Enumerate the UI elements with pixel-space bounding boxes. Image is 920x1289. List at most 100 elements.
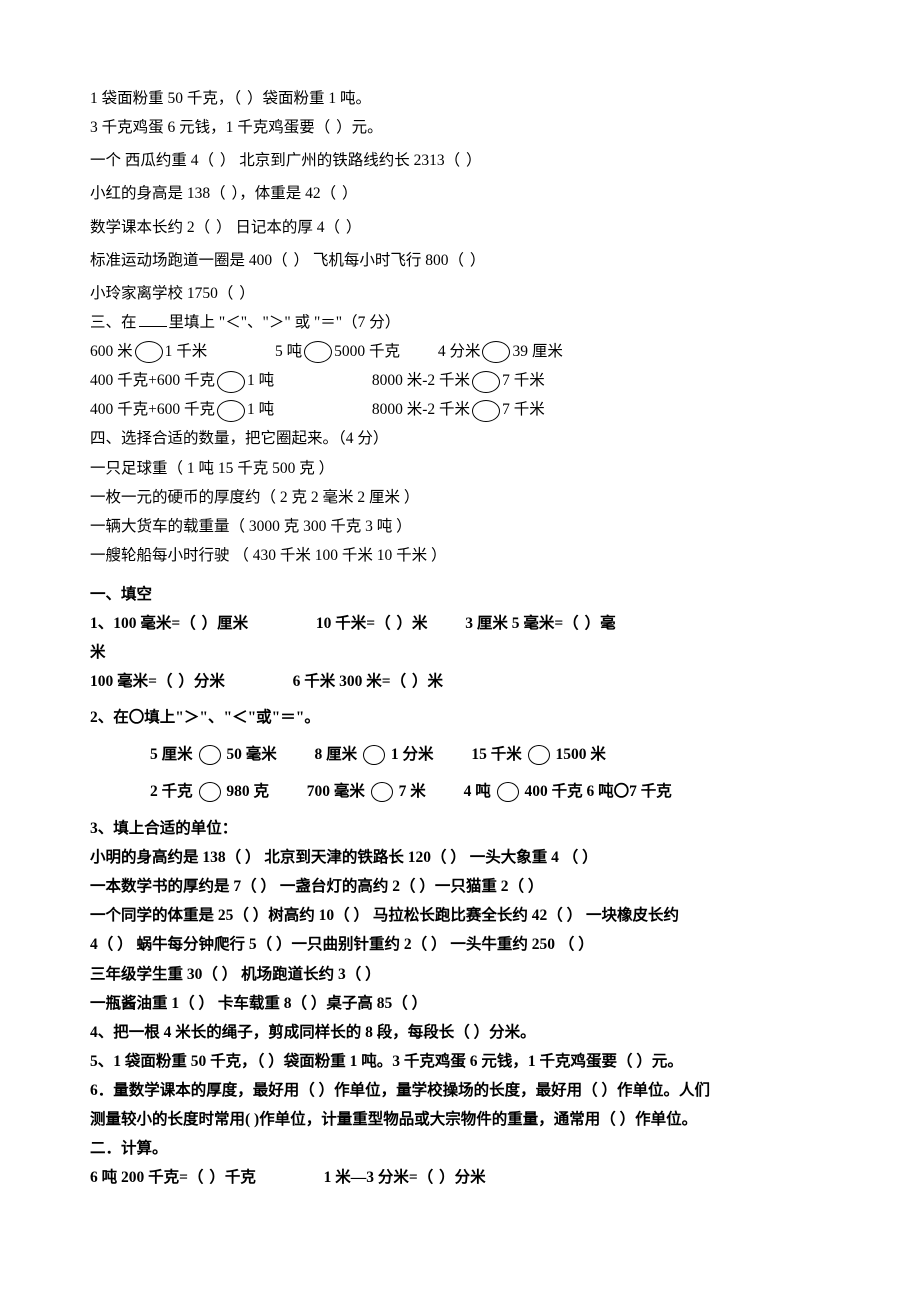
text: 8000 米-2 千米 — [372, 401, 470, 418]
circle-blank — [482, 341, 510, 363]
text: 3 厘米 5 毫米=（ — [465, 615, 578, 632]
text: 一艘轮船每小时行驶 （ 430 千米 100 千米 10 千米 ） — [90, 547, 447, 564]
text: 5000 千克 — [334, 343, 400, 360]
question-label: 2、在〇填上"＞"、"＜"或"＝"。 — [90, 704, 830, 731]
text: 小明的身高约是 138（ ） 北京到天津的铁路长 120（ ） 一头大象重 4 … — [90, 849, 598, 866]
text: 标准运动场跑道一圈是 400（ — [90, 252, 288, 269]
fill-row: 小明的身高约是 138（ ） 北京到天津的铁路长 120（ ） 一头大象重 4 … — [90, 844, 830, 871]
fill-row: 1、100 毫米=（ ）厘米 10 千米=（ ）米 3 厘米 5 毫米=（ ）毫 — [90, 610, 830, 637]
worksheet-line: 标准运动场跑道一圈是 400（ ） 飞机每小时飞行 800（ ） — [90, 247, 830, 274]
calc-row: 6 吨 200 千克=（ ）千克 1 米—3 分米=（ ）分米 — [90, 1164, 830, 1191]
text: 1 吨 — [247, 401, 274, 418]
text: 400 千克 6 吨〇7 千克 — [524, 783, 671, 800]
comparison-row: 400 千克+600 千克1 吨 8000 米-2 千米7 千米 — [90, 367, 830, 394]
text: 980 克 — [226, 783, 269, 800]
circle-blank — [217, 371, 245, 393]
choice-row: 一只足球重（ 1 吨 15 千克 500 克 ） — [90, 455, 830, 482]
text: 一只足球重（ 1 吨 15 千克 500 克 ） — [90, 460, 334, 477]
underline-blank — [139, 313, 167, 327]
text: ）元。 — [336, 119, 383, 136]
text: 1 袋面粉重 50 千克，（ — [90, 90, 241, 107]
text: 米 — [90, 644, 106, 661]
fill-row: 4、把一根 4 米长的绳子，剪成同样长的 8 段，每段长（ ）分米。 — [90, 1019, 830, 1046]
text: 3、填上合适的单位： — [90, 820, 237, 837]
text: 三年级学生重 30（ ） 机场跑道长约 3（ ） — [90, 966, 381, 983]
worksheet-line: 一个 西瓜约重 4（ ） 北京到广州的铁路线约长 2313（ ） — [90, 147, 830, 174]
text: ） 日记本的厚 4（ — [216, 219, 340, 236]
circle-blank — [472, 371, 500, 393]
text: 15 千米 — [471, 746, 521, 763]
text: 700 毫米 — [307, 783, 365, 800]
circle-blank — [472, 400, 500, 422]
text: 里填上 "＜"、"＞" 或 "＝"（7 分） — [169, 314, 401, 331]
text: 1、100 毫米=（ — [90, 615, 196, 632]
fill-row: 一本数学书的厚约是 7（ ） 一盏台灯的高约 2（ ）一只猫重 2（ ） — [90, 873, 830, 900]
text: 6．量数学课本的厚度，最好用（ ）作单位，量学校操场的长度，最好用（ ）作单位。… — [90, 1082, 710, 1099]
text: 8000 米-2 千米 — [372, 372, 470, 389]
circle-blank — [304, 341, 332, 363]
fill-row: 4（ ） 蜗牛每分钟爬行 5（ ）一只曲别针重约 2（ ） 一头牛重约 250 … — [90, 931, 830, 958]
text: 5 吨 — [275, 343, 302, 360]
text: 6 千米 300 米=（ — [293, 673, 406, 690]
text: 1500 米 — [555, 746, 605, 763]
circle-blank — [363, 745, 385, 765]
text: ）千克 — [209, 1169, 256, 1186]
text: 1 分米 — [391, 746, 434, 763]
text: 二．计算。 — [90, 1140, 168, 1157]
fill-row: 一个同学的体重是 25（ ）树高约 10（ ） 马拉松长跑比赛全长约 42（ ）… — [90, 902, 830, 929]
worksheet-line: 数学课本长约 2（ ） 日记本的厚 4（ ） — [90, 214, 830, 241]
choice-row: 一辆大货车的载重量（ 3000 克 300 千克 3 吨 ） — [90, 513, 830, 540]
question-label: 3、填上合适的单位： — [90, 815, 830, 842]
text: ） 北京到广州的铁路线约长 2313（ — [220, 152, 460, 169]
text: 2、在〇填上"＞"、"＜"或"＝"。 — [90, 709, 320, 726]
fill-row: 100 毫米=（ ）分米 6 千米 300 米=（ ）米 — [90, 668, 830, 695]
comparison-row: 2 千克 980 克 700 毫米 7 米 4 吨 400 千克 6 吨〇7 千… — [150, 778, 830, 805]
text: 400 千克+600 千克 — [90, 401, 215, 418]
text: 3 千克鸡蛋 6 元钱，1 千克鸡蛋要（ — [90, 119, 330, 136]
text: 三、在 — [90, 314, 137, 331]
circle-blank — [528, 745, 550, 765]
text: 4（ ） 蜗牛每分钟爬行 5（ ）一只曲别针重约 2（ ） 一头牛重约 250 … — [90, 936, 594, 953]
fill-row: 一瓶酱油重 1（ ） 卡车载重 8（ ）桌子高 85（ ） — [90, 990, 830, 1017]
text: ）分米 — [439, 1169, 486, 1186]
text: 2 千克 — [150, 783, 193, 800]
text: 4、把一根 4 米长的绳子，剪成同样长的 8 段，每段长（ ）分米。 — [90, 1024, 536, 1041]
circle-blank — [199, 782, 221, 802]
circle-blank — [371, 782, 393, 802]
fill-row: 测量较小的长度时常用( )作单位，计量重型物品或大宗物件的重量，通常用（ ）作单… — [90, 1106, 830, 1133]
text: 5、1 袋面粉重 50 千克，（ ）袋面粉重 1 吨。3 千克鸡蛋 6 元钱，1… — [90, 1053, 683, 1070]
text: 一、填空 — [90, 586, 152, 603]
worksheet-line: 1 袋面粉重 50 千克，（ ）袋面粉重 1 吨。 — [90, 85, 830, 112]
text: 39 厘米 — [512, 343, 562, 360]
fill-row: 三年级学生重 30（ ） 机场跑道长约 3（ ） — [90, 961, 830, 988]
fill-row: 6．量数学课本的厚度，最好用（ ）作单位，量学校操场的长度，最好用（ ）作单位。… — [90, 1077, 830, 1104]
fill-row: 5、1 袋面粉重 50 千克，（ ）袋面粉重 1 吨。3 千克鸡蛋 6 元钱，1… — [90, 1048, 830, 1075]
circle-blank — [217, 400, 245, 422]
worksheet-line: 小红的身高是 138（ ），体重是 42（ ） — [90, 180, 830, 207]
text: ） — [470, 252, 486, 269]
text: ） — [466, 152, 482, 169]
circle-blank — [497, 782, 519, 802]
worksheet-line: 3 千克鸡蛋 6 元钱，1 千克鸡蛋要（ ）元。 — [90, 114, 830, 141]
text: ），体重是 42（ — [232, 185, 337, 202]
text: 4 分米 — [438, 343, 481, 360]
section-title: 三、在 里填上 "＜"、"＞" 或 "＝"（7 分） — [90, 309, 830, 336]
text: 1 吨 — [247, 372, 274, 389]
text: ）分米 — [178, 673, 225, 690]
text: 7 千米 — [502, 372, 545, 389]
text: 8 厘米 — [315, 746, 358, 763]
text: ）袋面粉重 1 吨。 — [247, 90, 371, 107]
section-heading: 二．计算。 — [90, 1135, 830, 1162]
text: 5 厘米 — [150, 746, 193, 763]
fill-row: 米 — [90, 639, 830, 666]
circle-blank — [135, 341, 163, 363]
section-heading: 一、填空 — [90, 581, 830, 608]
text: 一瓶酱油重 1（ ） 卡车载重 8（ ）桌子高 85（ ） — [90, 995, 427, 1012]
text: 小玲家离学校 1750（ — [90, 285, 233, 302]
text: 100 毫米=（ — [90, 673, 172, 690]
text: 一个同学的体重是 25（ ）树高约 10（ ） 马拉松长跑比赛全长约 42（ ）… — [90, 907, 679, 924]
choice-row: 一艘轮船每小时行驶 （ 430 千米 100 千米 10 千米 ） — [90, 542, 830, 569]
text: ） 飞机每小时飞行 800（ — [294, 252, 465, 269]
text: 测量较小的长度时常用( )作单位，计量重型物品或大宗物件的重量，通常用（ ）作单… — [90, 1111, 697, 1128]
text: 小红的身高是 138（ — [90, 185, 226, 202]
